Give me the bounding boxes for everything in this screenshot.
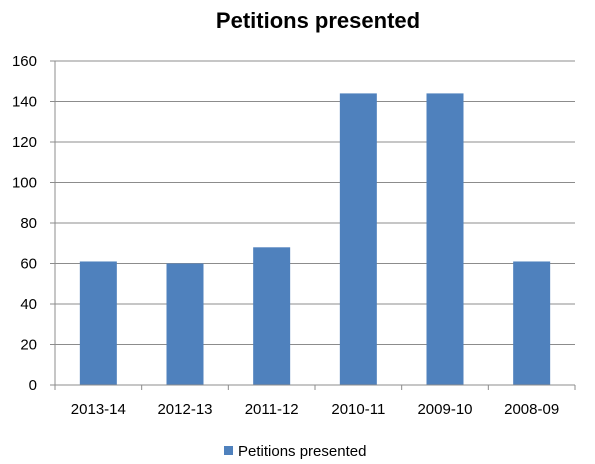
x-axis — [50, 60, 576, 390]
x-axis-ticks: 2013-14 2012-13 2011-12 2010-11 2009-10 2008-… — [71, 401, 559, 418]
y-tick-label: 160 — [12, 53, 37, 70]
bar — [426, 93, 464, 386]
y-tick-label: 0 — [29, 377, 37, 394]
y-tick-label: 120 — [12, 134, 37, 151]
y-tick-label: 20 — [20, 337, 37, 354]
bar — [79, 261, 117, 385]
y-tick-label: 40 — [20, 296, 37, 313]
x-tick-label: 2013-14 — [71, 401, 126, 418]
bar — [253, 247, 291, 385]
y-tick-label: 80 — [20, 215, 37, 232]
y-tick-label: 140 — [12, 94, 37, 111]
bar — [513, 261, 551, 385]
bars — [79, 93, 551, 386]
x-tick-label: 2009-10 — [417, 401, 472, 418]
x-tick-label: 2011-12 — [245, 401, 299, 418]
gridlines — [55, 60, 575, 345]
bar — [166, 263, 204, 385]
x-tick-label: 2012-13 — [157, 401, 212, 418]
legend: Petitions presented — [224, 443, 366, 460]
legend-swatch — [224, 446, 233, 455]
chart-title: Petitions presented — [216, 8, 420, 33]
y-tick-label: 100 — [12, 175, 37, 192]
bar — [339, 93, 377, 386]
legend-label: Petitions presented — [238, 443, 366, 460]
x-tick-label: 2008-09 — [504, 401, 559, 418]
y-axis-ticks: 0 20 40 60 80 100 120 140 160 — [12, 53, 37, 394]
x-tick-label: 2010-11 — [331, 401, 385, 418]
y-tick-label: 60 — [20, 256, 37, 273]
